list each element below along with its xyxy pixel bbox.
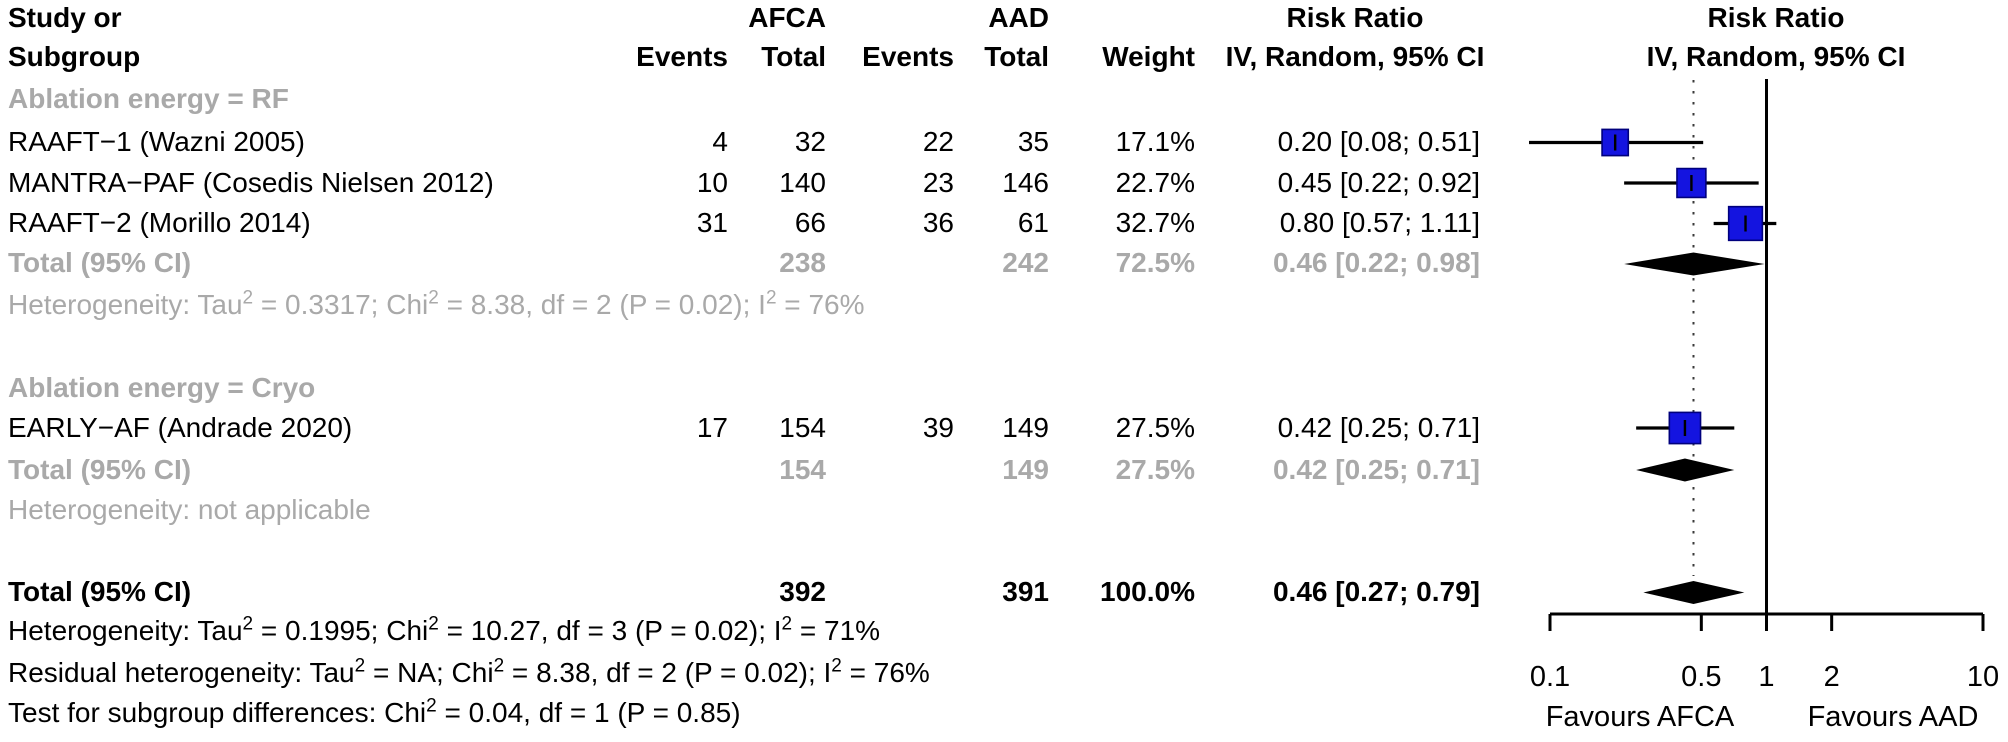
study-column-header-line2: Subgroup bbox=[8, 41, 141, 72]
afca-events-value: 10 bbox=[696, 167, 728, 198]
risk-ratio-ci-value: 0.80 [0.57; 1.11] bbox=[1279, 207, 1480, 238]
weight-header: Weight bbox=[1102, 41, 1195, 72]
subgroup-label-rf-text: Ablation energy = RF bbox=[8, 83, 289, 114]
weight-value: 22.7% bbox=[1115, 167, 1195, 198]
risk-ratio-ci-value: 0.20 [0.08; 0.51] bbox=[1277, 126, 1480, 157]
risk-ratio-ci-value: 0.46 [0.27; 0.79] bbox=[1272, 576, 1480, 607]
study-column-header-line1: Study or bbox=[8, 2, 122, 33]
favours-aad-label: Favours AAD bbox=[1808, 701, 1979, 733]
study-label: MANTRA−PAF (Cosedis Nielsen 2012) bbox=[8, 167, 494, 198]
subgroup-label-cryo-text: Ablation energy = Cryo bbox=[8, 372, 316, 403]
aad-total-value: 61 bbox=[1017, 207, 1049, 238]
x-axis-tick-label-0.5: 0.5 bbox=[1681, 661, 1721, 693]
subtotal-label: Total (95% CI) bbox=[8, 454, 192, 485]
aad-total-value: 149 bbox=[1002, 412, 1049, 443]
afca-total-header: Total bbox=[761, 41, 826, 72]
weight-square-raaft1 bbox=[1601, 128, 1630, 157]
aad-group-header: AAD bbox=[988, 2, 1049, 33]
subtotal-row-cryo: Total (95% CI) 154 149 27.5% 0.42 [0.25;… bbox=[0, 450, 2008, 490]
heterogeneity-text: Heterogeneity: Tau2 = 0.1995; Chi2 = 10.… bbox=[8, 613, 881, 646]
header-row-2: Subgroup Events Total Events Total Weigh… bbox=[0, 37, 2008, 77]
risk-ratio-ci-value: 0.45 [0.22; 0.92] bbox=[1277, 167, 1480, 198]
summary-diamond-overall bbox=[1643, 581, 1745, 604]
residual-heterogeneity-text: Residual heterogeneity: Tau2 = NA; Chi2 … bbox=[8, 655, 930, 688]
x-axis-tick-label-1: 1 bbox=[1758, 661, 1774, 693]
risk-ratio-ci-value: 0.42 [0.25; 0.71] bbox=[1272, 454, 1480, 485]
aad-total-value: 391 bbox=[1002, 576, 1049, 607]
heterogeneity-line-cryo: Heterogeneity: not applicable bbox=[0, 490, 2008, 530]
study-row-raaft2: RAAFT−2 (Morillo 2014) 31 66 36 61 32.7%… bbox=[0, 203, 2008, 243]
aad-events-value: 36 bbox=[922, 207, 954, 238]
x-axis-tick-label-0.1: 0.1 bbox=[1530, 661, 1570, 693]
x-axis-tick-label-2: 2 bbox=[1824, 661, 1840, 693]
weight-value: 32.7% bbox=[1115, 207, 1195, 238]
afca-total-value: 392 bbox=[779, 576, 826, 607]
heterogeneity-line-rf: Heterogeneity: Tau2 = 0.3317; Chi2 = 8.3… bbox=[0, 285, 2008, 325]
aad-events-header: Events bbox=[862, 41, 954, 72]
study-row-mantra: MANTRA−PAF (Cosedis Nielsen 2012) 10 140… bbox=[0, 163, 2008, 203]
subtotal-row-rf: Total (95% CI) 238 242 72.5% 0.46 [0.22;… bbox=[0, 243, 2008, 283]
residual-heterogeneity-line: Residual heterogeneity: Tau2 = NA; Chi2 … bbox=[0, 653, 2008, 693]
afca-total-value: 66 bbox=[794, 207, 826, 238]
aad-total-value: 146 bbox=[1002, 167, 1049, 198]
subgroup-label-cryo: Ablation energy = Cryo bbox=[0, 368, 2008, 408]
subgroup-label-rf: Ablation energy = RF bbox=[0, 79, 2008, 119]
afca-total-value: 238 bbox=[779, 247, 826, 278]
risk-ratio-column-header-line2: IV, Random, 95% CI bbox=[1225, 41, 1485, 72]
afca-total-value: 154 bbox=[779, 454, 826, 485]
weight-value: 100.0% bbox=[1100, 576, 1195, 607]
study-row-early: EARLY−AF (Andrade 2020) 17 154 39 149 27… bbox=[0, 408, 2008, 448]
study-row-raaft1: RAAFT−1 (Wazni 2005) 4 32 22 35 17.1% 0.… bbox=[0, 122, 2008, 162]
afca-total-value: 32 bbox=[794, 126, 826, 157]
summary-diamond-rf_total bbox=[1624, 252, 1765, 276]
afca-total-value: 140 bbox=[779, 167, 826, 198]
heterogeneity-text: Heterogeneity: not applicable bbox=[8, 494, 371, 525]
risk-ratio-ci-value: 0.46 [0.22; 0.98] bbox=[1272, 247, 1480, 278]
weight-value: 27.5% bbox=[1115, 412, 1195, 443]
summary-diamond-cryo_total bbox=[1636, 458, 1735, 482]
weight-square-mantra bbox=[1676, 167, 1707, 199]
aad-total-value: 35 bbox=[1017, 126, 1049, 157]
risk-ratio-plot-header-line2: IV, Random, 95% CI bbox=[1646, 41, 1906, 72]
subgroup-test-line: Test for subgroup differences: Chi2 = 0.… bbox=[0, 693, 2008, 733]
aad-total-value: 149 bbox=[1002, 454, 1049, 485]
total-label: Total (95% CI) bbox=[8, 576, 192, 607]
aad-events-value: 39 bbox=[922, 412, 954, 443]
afca-events-value: 17 bbox=[696, 412, 728, 443]
aad-total-header: Total bbox=[984, 41, 1049, 72]
aad-events-value: 23 bbox=[922, 167, 954, 198]
risk-ratio-ci-value: 0.42 [0.25; 0.71] bbox=[1277, 412, 1480, 443]
afca-events-header: Events bbox=[636, 41, 728, 72]
weight-value: 27.5% bbox=[1115, 454, 1195, 485]
header-row-1: Study or AFCA AAD Risk Ratio Risk Ratio bbox=[0, 0, 2008, 38]
weight-value: 72.5% bbox=[1115, 247, 1195, 278]
subtotal-label: Total (95% CI) bbox=[8, 247, 192, 278]
x-axis-tick-label-10: 10 bbox=[1967, 661, 1999, 693]
aad-events-value: 22 bbox=[922, 126, 954, 157]
afca-total-value: 154 bbox=[779, 412, 826, 443]
favours-afca-label: Favours AFCA bbox=[1546, 701, 1735, 733]
study-label: EARLY−AF (Andrade 2020) bbox=[8, 412, 353, 443]
study-label: RAAFT−1 (Wazni 2005) bbox=[8, 126, 305, 157]
aad-total-value: 242 bbox=[1002, 247, 1049, 278]
afca-group-header: AFCA bbox=[748, 2, 826, 33]
risk-ratio-plot-header-line1: Risk Ratio bbox=[1707, 2, 1845, 33]
total-row-overall: Total (95% CI) 392 391 100.0% 0.46 [0.27… bbox=[0, 572, 2008, 612]
study-label: RAAFT−2 (Morillo 2014) bbox=[8, 207, 311, 238]
afca-events-value: 31 bbox=[696, 207, 728, 238]
subgroup-test-text: Test for subgroup differences: Chi2 = 0.… bbox=[8, 695, 741, 728]
heterogeneity-text: Heterogeneity: Tau2 = 0.3317; Chi2 = 8.3… bbox=[8, 287, 865, 320]
risk-ratio-column-header-line1: Risk Ratio bbox=[1286, 2, 1424, 33]
weight-value: 17.1% bbox=[1115, 126, 1195, 157]
afca-events-value: 4 bbox=[712, 126, 728, 157]
heterogeneity-line-overall: Heterogeneity: Tau2 = 0.1995; Chi2 = 10.… bbox=[0, 611, 2008, 651]
